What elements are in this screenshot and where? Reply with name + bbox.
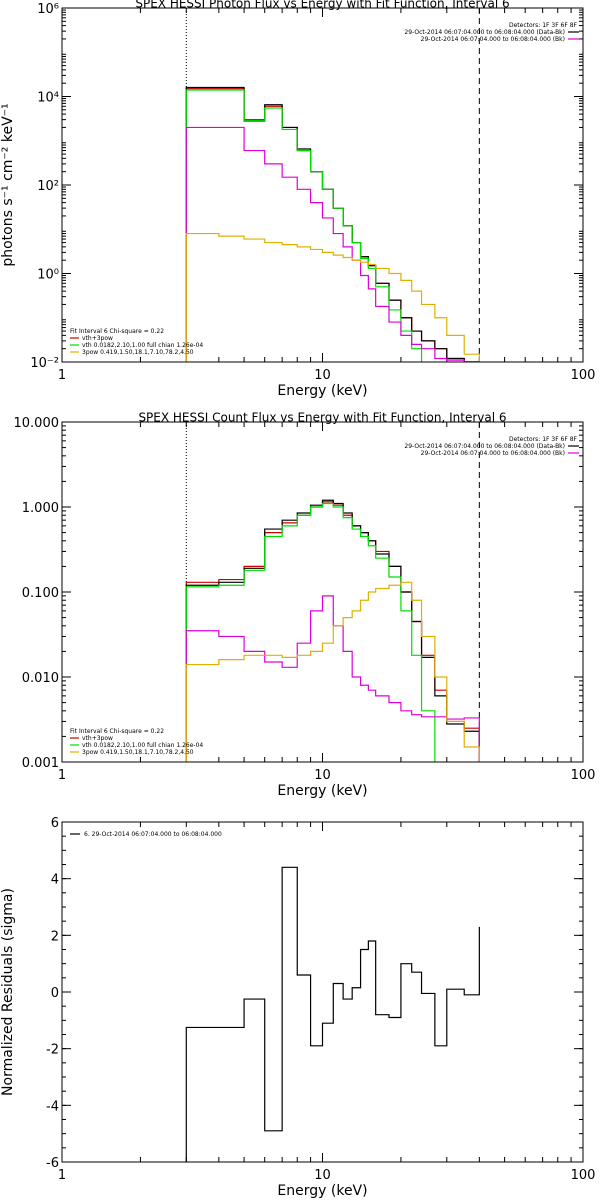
- x-tick-label: 100: [571, 768, 596, 783]
- x-axis-label: Energy (keV): [277, 383, 367, 399]
- series-line-4: [185, 126, 480, 362]
- series-line-1: [185, 866, 480, 1162]
- series-line-2: [185, 499, 480, 762]
- chart-title: SPEX HESSI Count Flux vs Energy with Fit…: [138, 411, 506, 425]
- y-tick-label: 0.010: [22, 671, 59, 686]
- series-line-5: [185, 232, 480, 362]
- legend-entry-text: 29-Oct-2014 06:07:04.000 to 06:08:04.000…: [421, 450, 565, 457]
- y-tick-label: -2: [46, 1043, 59, 1058]
- plot-frame: [61, 7, 584, 363]
- y-axis-label: photons s⁻¹ cm⁻² keV⁻¹: [0, 103, 16, 266]
- x-tick-label: 1: [58, 768, 66, 783]
- x-axis-label: Energy (keV): [277, 783, 367, 799]
- y-tick-label: 4: [51, 873, 59, 888]
- x-tick-label: 1: [58, 368, 66, 383]
- y-tick-label: 0: [51, 986, 59, 1001]
- y-tick-label: 2: [51, 929, 59, 944]
- y-tick-label: 10⁴: [37, 91, 59, 106]
- x-tick-label: 10: [314, 768, 331, 783]
- legend-fit-header: Fit Interval 6 Chi-square = 0.22: [70, 328, 164, 335]
- chart-panel-3: 1 10 100 -6 -4 -2 0 2 4 6 Energy (keV) Normalized R…: [0, 816, 595, 1199]
- y-tick-label: 10⁻²: [30, 356, 59, 371]
- x-tick-label: 10: [314, 1168, 331, 1183]
- x-axis-label: Energy (keV): [277, 1183, 367, 1199]
- x-tick-label: 10: [314, 368, 331, 383]
- y-tick-label: 6: [51, 816, 59, 831]
- legend-bottom-left: Fit Interval 6 Chi-square = 0.22vth+3pow…: [70, 728, 203, 756]
- y-tick-label: -4: [46, 1099, 59, 1114]
- plot-frame: [61, 421, 584, 763]
- series-line-3: [185, 502, 436, 762]
- legend-detectors: Detectors: 1F 3F 6F 8F: [509, 22, 578, 29]
- legend-detectors: Detectors: 1F 3F 6F 8F: [509, 436, 578, 443]
- chart-panel-2: SPEX HESSI Count Flux vs Energy with Fit…: [14, 411, 596, 800]
- x-tick-label: 100: [571, 368, 596, 383]
- chart-title: SPEX HESSI Photon Flux vs Energy with Fi…: [135, 0, 509, 11]
- legend-entry-text: 6. 29-Oct-2014 06:07:04.000 to 06:08:04.…: [84, 831, 222, 838]
- y-tick-label: 10⁶: [37, 2, 59, 17]
- y-tick-label: 10²: [37, 179, 59, 194]
- series-line-3: [185, 89, 436, 362]
- legend-entry-text: 29-Oct-2014 06:07:04.000 to 06:08:04.000…: [421, 36, 565, 43]
- legend-entry-text: 3pow 0.419,1.50,18.1,7.10,78.2,4.50: [82, 749, 194, 756]
- y-tick-label: 10⁰: [37, 268, 59, 283]
- legend-top-left: 6. 29-Oct-2014 06:07:04.000 to 06:08:04.…: [70, 831, 222, 838]
- legend-entry-text: vth+3pow: [82, 335, 113, 342]
- y-tick-label: 0.100: [22, 586, 59, 601]
- series-line-4: [185, 595, 480, 762]
- legend-bottom-left: Fit Interval 6 Chi-square = 0.22vth+3pow…: [70, 328, 203, 356]
- legend-entry-text: vth 0.0182,2.10,1.00 full chian 1.26e-04: [82, 342, 203, 349]
- legend-entry-text: 3pow 0.419,1.50,18.1,7.10,78.2,4.50: [82, 349, 194, 356]
- plot-frame: [61, 821, 584, 1163]
- y-tick-label: 10.000: [14, 416, 60, 431]
- x-tick-label: 1: [58, 1168, 66, 1183]
- legend-fit-header: Fit Interval 6 Chi-square = 0.22: [70, 728, 164, 735]
- x-tick-label: 100: [571, 1168, 596, 1183]
- chart-panel-1: SPEX HESSI Photon Flux vs Energy with Fi…: [0, 0, 595, 399]
- legend-entry-text: 29-Oct-2014 06:07:04.000 to 06:08:04.000…: [404, 29, 565, 36]
- y-tick-label: 1.000: [22, 501, 59, 516]
- series-line-5: [185, 581, 480, 762]
- y-tick-label: -6: [46, 1156, 59, 1171]
- y-tick-label: 0.001: [22, 756, 59, 771]
- legend-entry-text: 29-Oct-2014 06:07:04.000 to 06:08:04.000…: [404, 443, 565, 450]
- legend-entry-text: vth 0.0182,2.10,1.00 full chian 1.26e-04: [82, 742, 203, 749]
- legend-entry-text: vth+3pow: [82, 735, 113, 742]
- y-axis-label: Normalized Residuals (sigma): [0, 888, 16, 1096]
